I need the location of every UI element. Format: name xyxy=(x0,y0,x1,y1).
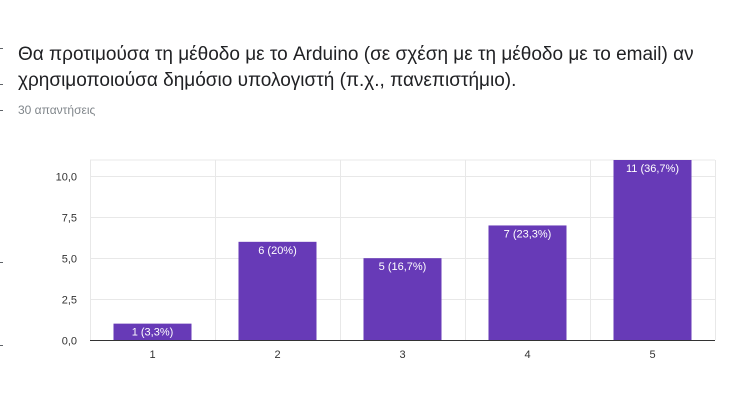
bar xyxy=(613,160,692,340)
y-tick-label: 7,5 xyxy=(62,213,77,225)
bar-data-label: 6 (20%) xyxy=(258,245,297,257)
bar-data-label: 7 (23,3%) xyxy=(504,228,552,240)
x-tick-label: 3 xyxy=(399,349,405,361)
bar xyxy=(238,241,317,340)
x-tick-label: 1 xyxy=(149,349,155,361)
edge-mark xyxy=(0,262,3,263)
x-tick-label: 2 xyxy=(274,349,280,361)
bar xyxy=(488,225,567,340)
x-tick-label: 5 xyxy=(649,349,655,361)
response-count: 30 απαντήσεις xyxy=(18,103,96,117)
edge-mark xyxy=(0,48,3,49)
bar xyxy=(363,258,442,340)
bar xyxy=(113,323,192,340)
y-tick-label: 10,0 xyxy=(56,172,77,184)
y-tick-label: 2,5 xyxy=(62,295,77,307)
bar-data-label: 1 (3,3%) xyxy=(132,327,174,339)
question-title: Θα προτιμούσα τη μέθοδο με το Arduino (σ… xyxy=(18,44,694,91)
y-tick-label: 5,0 xyxy=(62,254,77,266)
x-tick-label: 4 xyxy=(524,349,530,361)
bar-data-label: 5 (16,7%) xyxy=(379,261,427,273)
edge-mark xyxy=(0,84,3,85)
edge-mark xyxy=(0,345,3,346)
bar-data-label: 11 (36,7%) xyxy=(626,163,679,175)
edge-mark xyxy=(0,110,3,111)
y-tick-label: 0,0 xyxy=(62,336,77,348)
